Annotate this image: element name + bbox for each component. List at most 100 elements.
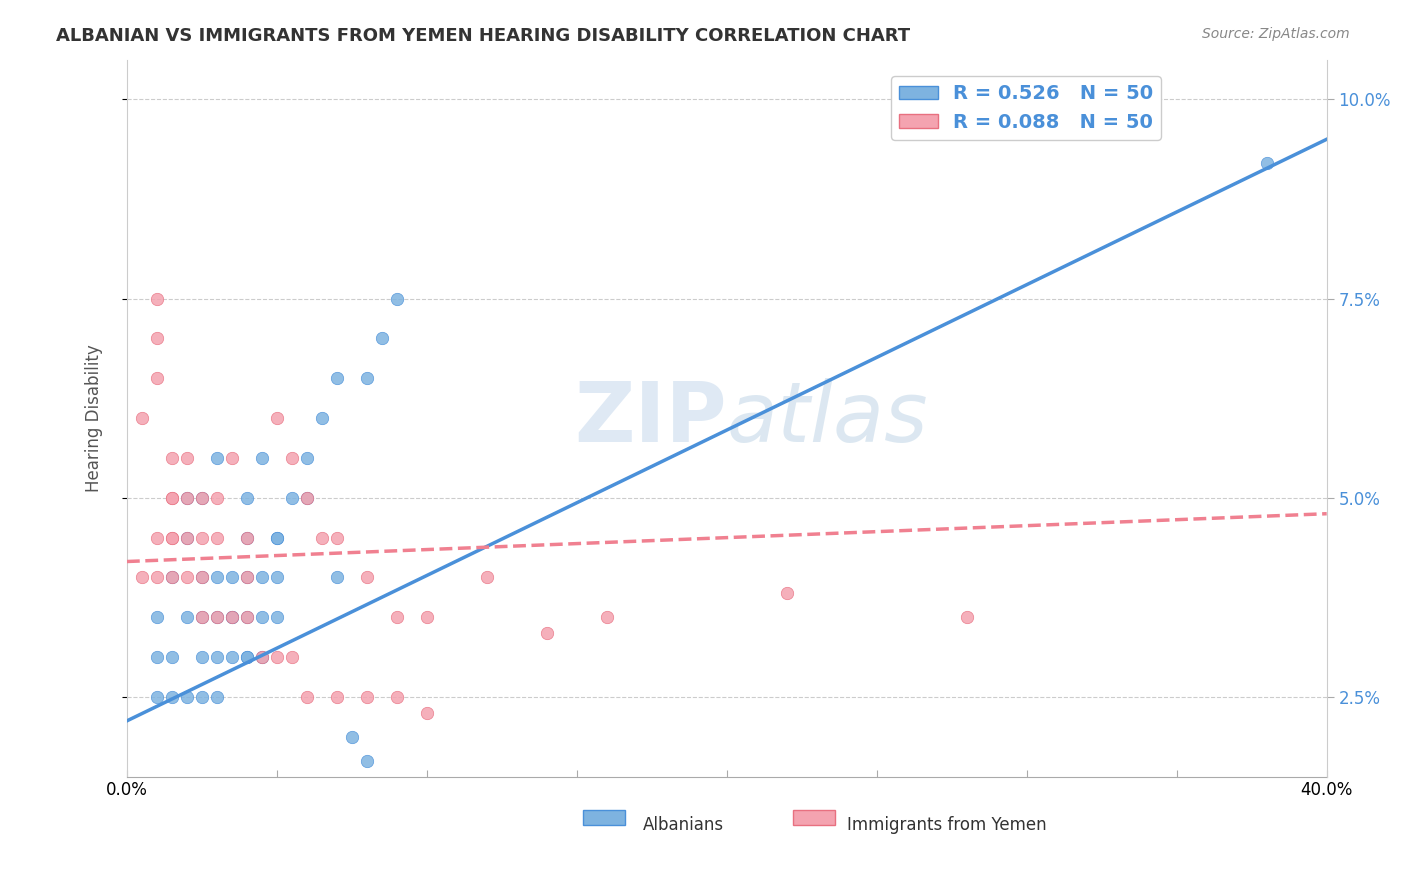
Point xyxy=(236,650,259,665)
Point xyxy=(131,411,153,425)
Point xyxy=(205,491,228,505)
Point xyxy=(250,650,273,665)
Point xyxy=(160,570,183,584)
Point xyxy=(221,650,243,665)
Point xyxy=(191,491,214,505)
Point xyxy=(281,491,304,505)
Point xyxy=(146,531,169,545)
Point xyxy=(146,610,169,624)
Point xyxy=(205,450,228,465)
Point xyxy=(326,531,349,545)
Point xyxy=(295,491,318,505)
Point xyxy=(326,570,349,584)
Point xyxy=(221,610,243,624)
Point xyxy=(146,570,169,584)
Point xyxy=(146,650,169,665)
Y-axis label: Hearing Disability: Hearing Disability xyxy=(86,344,103,492)
Point xyxy=(205,531,228,545)
Point xyxy=(1256,156,1278,170)
Text: Albanians: Albanians xyxy=(643,816,724,834)
Point xyxy=(176,610,198,624)
Point xyxy=(236,531,259,545)
Point xyxy=(236,531,259,545)
Point xyxy=(176,570,198,584)
Point xyxy=(221,570,243,584)
Point xyxy=(160,650,183,665)
Point xyxy=(266,570,288,584)
Point xyxy=(146,371,169,385)
Point xyxy=(191,610,214,624)
Point xyxy=(475,570,498,584)
Point xyxy=(340,730,363,744)
Point xyxy=(160,450,183,465)
Point xyxy=(776,586,799,600)
Point xyxy=(205,610,228,624)
Point xyxy=(250,610,273,624)
Point xyxy=(385,690,408,704)
Point xyxy=(266,610,288,624)
Point xyxy=(191,570,214,584)
Point xyxy=(281,450,304,465)
Point xyxy=(176,531,198,545)
Point xyxy=(146,690,169,704)
Point xyxy=(176,450,198,465)
Point xyxy=(236,570,259,584)
Point xyxy=(160,570,183,584)
Point xyxy=(250,650,273,665)
Point xyxy=(266,531,288,545)
Point xyxy=(191,531,214,545)
Point xyxy=(385,292,408,306)
Point xyxy=(416,610,439,624)
Point xyxy=(281,650,304,665)
Point xyxy=(326,690,349,704)
Point xyxy=(356,371,378,385)
Point xyxy=(146,331,169,345)
Point xyxy=(236,491,259,505)
Point xyxy=(266,411,288,425)
Point xyxy=(311,411,333,425)
Point xyxy=(191,650,214,665)
FancyBboxPatch shape xyxy=(793,810,835,825)
Point xyxy=(356,570,378,584)
Point xyxy=(236,610,259,624)
Point xyxy=(191,610,214,624)
Point xyxy=(956,610,979,624)
Point xyxy=(266,650,288,665)
Point xyxy=(356,690,378,704)
Point xyxy=(176,690,198,704)
Point xyxy=(236,610,259,624)
Point xyxy=(160,531,183,545)
Point xyxy=(295,450,318,465)
Point xyxy=(131,570,153,584)
Text: ALBANIAN VS IMMIGRANTS FROM YEMEN HEARING DISABILITY CORRELATION CHART: ALBANIAN VS IMMIGRANTS FROM YEMEN HEARIN… xyxy=(56,27,910,45)
Legend: R = 0.526   N = 50, R = 0.088   N = 50: R = 0.526 N = 50, R = 0.088 N = 50 xyxy=(891,77,1161,140)
Point xyxy=(236,570,259,584)
Point xyxy=(371,331,394,345)
Point xyxy=(205,650,228,665)
Text: Source: ZipAtlas.com: Source: ZipAtlas.com xyxy=(1202,27,1350,41)
Text: atlas: atlas xyxy=(727,377,928,458)
Point xyxy=(160,491,183,505)
Point xyxy=(596,610,619,624)
Point xyxy=(221,610,243,624)
Point xyxy=(191,570,214,584)
Point xyxy=(356,754,378,768)
Point xyxy=(176,491,198,505)
Point xyxy=(311,531,333,545)
Point xyxy=(536,626,558,640)
Point xyxy=(221,450,243,465)
Point xyxy=(146,292,169,306)
Point xyxy=(205,570,228,584)
Text: ZIP: ZIP xyxy=(574,377,727,458)
FancyBboxPatch shape xyxy=(583,810,624,825)
Point xyxy=(176,531,198,545)
Point xyxy=(205,690,228,704)
Point xyxy=(250,450,273,465)
Point xyxy=(326,371,349,385)
Point xyxy=(191,491,214,505)
Point xyxy=(416,706,439,720)
Point xyxy=(295,690,318,704)
Point xyxy=(385,610,408,624)
Point xyxy=(160,491,183,505)
Point xyxy=(205,610,228,624)
